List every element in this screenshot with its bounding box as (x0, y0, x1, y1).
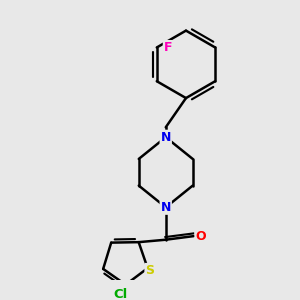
Text: S: S (146, 264, 154, 277)
Text: O: O (196, 230, 206, 243)
Text: N: N (160, 201, 171, 214)
Text: F: F (164, 41, 172, 54)
Text: N: N (160, 131, 171, 144)
Text: Cl: Cl (113, 288, 127, 300)
